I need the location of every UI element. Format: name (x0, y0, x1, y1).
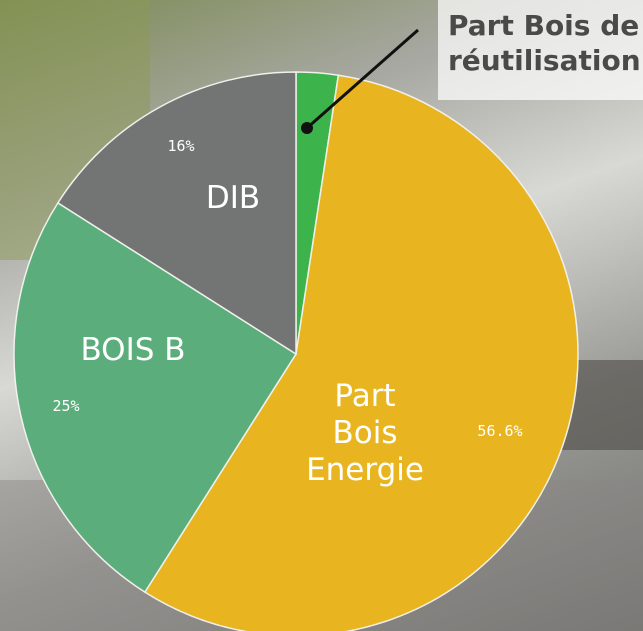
callout-label: Part Bois de réutilisation (448, 8, 643, 78)
value-label: 16% (151, 137, 211, 155)
slice-label: BOIS B (53, 332, 213, 369)
value-label: 25% (36, 397, 96, 415)
slice-label: DIB (183, 180, 283, 217)
value-label: 56.6% (460, 422, 540, 440)
slice-label: Part Bois Energie (305, 378, 425, 490)
chart: Part Bois de réutilisation Part Bois Ener… (0, 0, 643, 631)
leader-dot (301, 122, 313, 134)
